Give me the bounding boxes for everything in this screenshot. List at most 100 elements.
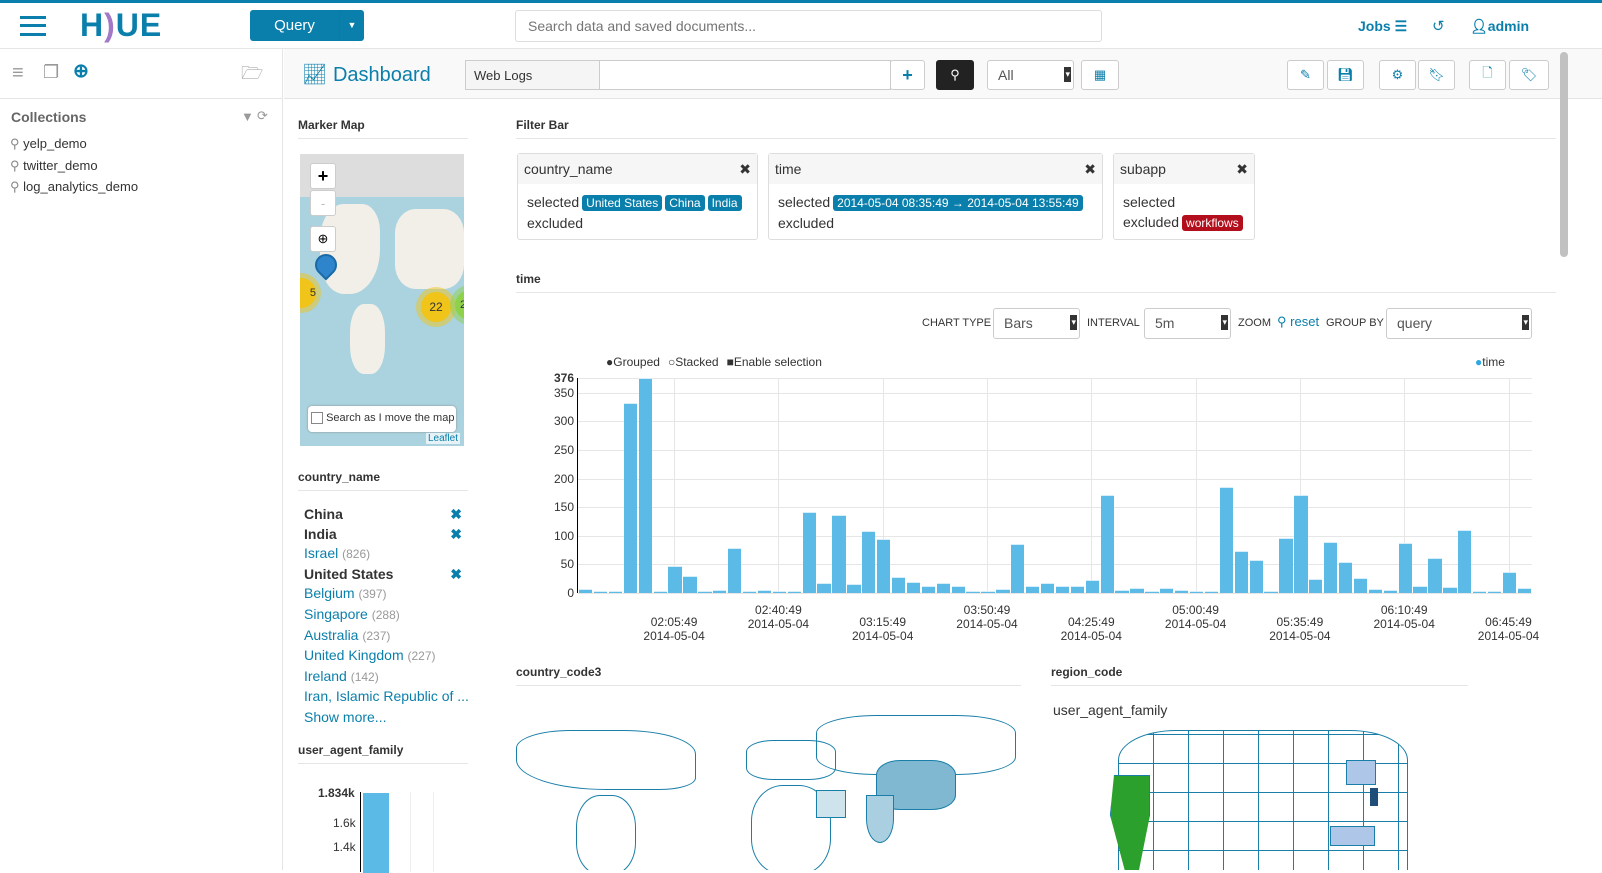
show-more-link[interactable]: Show more...: [304, 708, 387, 725]
leaflet-attribution[interactable]: Leaflet: [425, 433, 460, 444]
selected-value-tag[interactable]: United States: [582, 195, 663, 211]
zoom-out-button[interactable]: -: [310, 190, 336, 216]
cluster-marker[interactable]: 22: [421, 292, 451, 322]
bar[interactable]: [1487, 591, 1502, 593]
bar[interactable]: [787, 591, 801, 593]
legend-item[interactable]: ●time: [1475, 355, 1505, 369]
zoom-in-button[interactable]: +: [310, 163, 336, 189]
bar[interactable]: [1324, 541, 1338, 593]
bar[interactable]: [1443, 587, 1457, 593]
bar[interactable]: [891, 576, 906, 593]
remove-icon[interactable]: ✖: [450, 565, 462, 582]
bar[interactable]: [802, 511, 816, 593]
query-button[interactable]: Query ▼: [250, 10, 364, 41]
folder-open-icon[interactable]: 🗁: [241, 63, 264, 83]
bar[interactable]: [668, 565, 682, 593]
facet-item[interactable]: United Kingdom (227): [304, 646, 462, 667]
bar[interactable]: [742, 591, 757, 593]
collection-name[interactable]: Web Logs: [465, 60, 600, 90]
facet-link[interactable]: Belgium: [304, 585, 355, 602]
excluded-value-tag[interactable]: workflows: [1182, 215, 1243, 231]
interval-select[interactable]: 5m: [1144, 308, 1231, 339]
facet-link[interactable]: Singapore: [304, 605, 368, 622]
collection-item[interactable]: ⚲ log_analytics_demo: [10, 176, 138, 198]
world-choropleth-map[interactable]: [516, 705, 1016, 870]
bar[interactable]: [1249, 559, 1263, 593]
bar[interactable]: [1458, 529, 1472, 593]
user-menu[interactable]: 👤︎admin: [1470, 18, 1529, 35]
bar[interactable]: [1234, 551, 1248, 593]
bar[interactable]: [966, 591, 980, 593]
bar[interactable]: [623, 402, 638, 593]
facet-item[interactable]: Australia (237): [304, 626, 462, 647]
grouped-radio[interactable]: ●Grouped: [606, 355, 660, 369]
bar[interactable]: [1011, 544, 1025, 593]
bar[interactable]: [757, 589, 772, 593]
selected-value-tag[interactable]: 2014-05-04 08:35:49 → 2014-05-04 13:55:4…: [833, 195, 1083, 211]
close-icon[interactable]: ✖: [739, 161, 751, 177]
bookmark-button[interactable]: 🔖︎: [1418, 60, 1455, 90]
bar[interactable]: [936, 582, 950, 593]
bar[interactable]: [996, 588, 1010, 593]
bar[interactable]: [877, 539, 891, 593]
bar[interactable]: [906, 581, 921, 593]
enable-selection-toggle[interactable]: ■Enable selection: [727, 355, 822, 369]
bar[interactable]: [817, 582, 831, 593]
bar[interactable]: [363, 793, 389, 873]
bar[interactable]: [593, 590, 608, 593]
bar[interactable]: [1160, 588, 1174, 593]
bar[interactable]: [1517, 588, 1532, 593]
filter-icon[interactable]: ▼: [241, 109, 254, 124]
bar[interactable]: [1413, 585, 1427, 593]
bar[interactable]: [1383, 589, 1397, 593]
refresh-icon[interactable]: ⟳: [257, 108, 268, 123]
bar[interactable]: [1175, 589, 1189, 593]
edit-button[interactable]: ✎: [1287, 60, 1324, 90]
bar[interactable]: [1264, 590, 1278, 593]
zoom-box-icon[interactable]: ⊕: [310, 226, 336, 252]
database-icon[interactable]: ≡: [12, 62, 24, 84]
facet-item-selected[interactable]: China ✖: [304, 505, 462, 525]
query-input[interactable]: [599, 60, 891, 90]
bar[interactable]: [713, 589, 727, 593]
bar[interactable]: [847, 583, 861, 593]
bar[interactable]: [1428, 558, 1442, 593]
bar[interactable]: [1145, 591, 1159, 593]
facet-link[interactable]: Israel: [304, 545, 339, 562]
bar[interactable]: [1085, 580, 1099, 593]
stacked-radio[interactable]: ○Stacked: [668, 355, 719, 369]
scrollbar[interactable]: [1560, 52, 1568, 257]
facet-link[interactable]: Ireland: [304, 667, 347, 684]
bar[interactable]: [1309, 578, 1323, 593]
bar[interactable]: [1219, 486, 1234, 593]
marker-map[interactable]: + - ⊕ 5 22 2 Search as I move the map Le…: [300, 154, 464, 446]
settings-button[interactable]: ⚙: [1379, 60, 1416, 90]
bar[interactable]: [772, 591, 787, 593]
group-by-select[interactable]: query: [1386, 308, 1532, 339]
scope-select[interactable]: All: [987, 60, 1074, 90]
close-icon[interactable]: ✖: [1236, 161, 1248, 177]
bar[interactable]: [728, 547, 742, 593]
bar[interactable]: [862, 531, 876, 593]
facet-link[interactable]: United Kingdom: [304, 647, 404, 664]
bar[interactable]: [1338, 561, 1353, 593]
facet-link[interactable]: Australia: [304, 626, 359, 643]
chart-type-select[interactable]: Bars: [993, 308, 1080, 339]
bar[interactable]: [832, 514, 846, 593]
bar[interactable]: [638, 378, 652, 593]
india-region[interactable]: [866, 795, 894, 843]
checkbox-icon[interactable]: [311, 412, 323, 425]
facet-item[interactable]: Belgium (397): [304, 584, 462, 605]
middle-east-region[interactable]: [816, 790, 846, 818]
bar[interactable]: [1279, 537, 1293, 593]
bar[interactable]: [921, 585, 936, 593]
bar[interactable]: [608, 590, 623, 593]
virginia-region[interactable]: [1330, 826, 1375, 846]
collection-item[interactable]: ⚲ yelp_demo: [10, 133, 138, 155]
bar[interactable]: [683, 576, 697, 593]
bar[interactable]: [653, 591, 667, 593]
calendar-button[interactable]: ▦: [1081, 60, 1119, 90]
bar[interactable]: [1294, 494, 1308, 593]
documents-icon[interactable]: ❐: [43, 62, 60, 82]
remove-icon[interactable]: ✖: [450, 506, 462, 522]
